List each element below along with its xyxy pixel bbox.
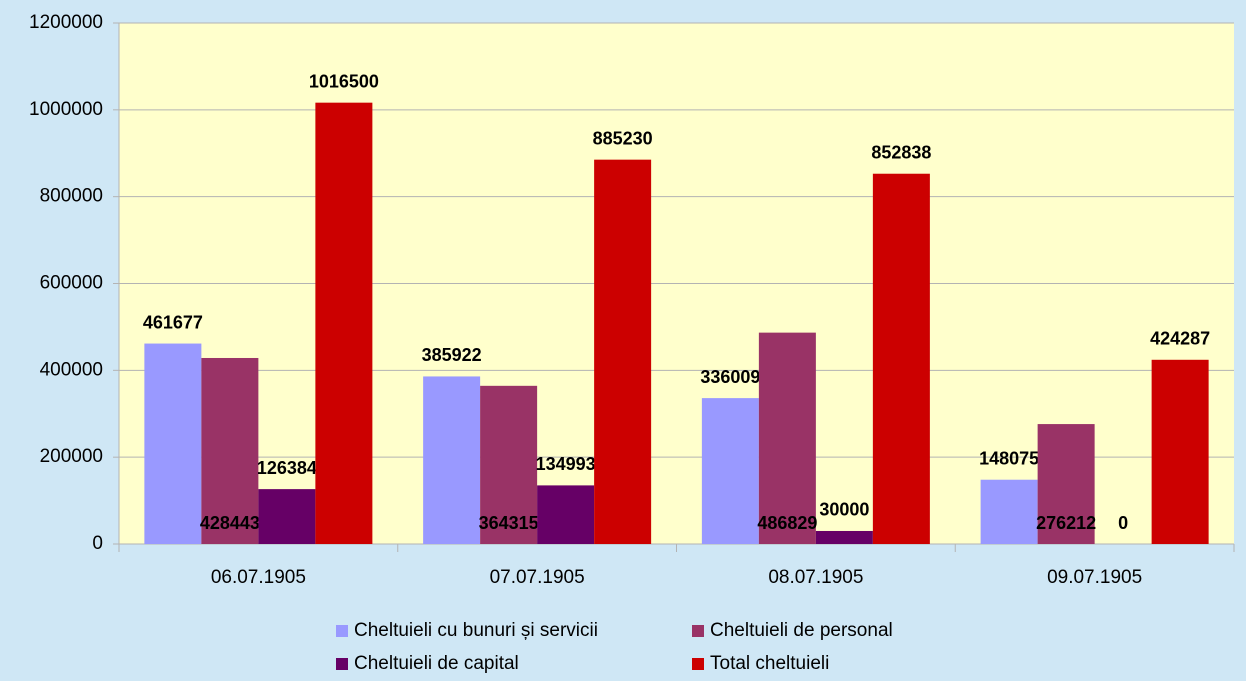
y-tick-label: 1000000 (29, 99, 103, 120)
value-label: 364315 (479, 513, 539, 533)
value-label: 424287 (1150, 329, 1210, 349)
legend-label: Cheltuieli cu bunuri și servicii (354, 620, 598, 641)
legend-label: Cheltuieli de capital (354, 653, 519, 674)
bar (258, 489, 316, 544)
y-tick-label: 200000 (40, 446, 103, 467)
bar (758, 332, 816, 544)
legend-label: Total cheltuieli (710, 653, 829, 674)
value-label: 30000 (819, 500, 869, 520)
bar (872, 173, 930, 544)
y-tick-label: 800000 (40, 186, 103, 207)
bar (537, 485, 595, 544)
bar (1151, 359, 1209, 544)
value-label: 336009 (700, 367, 760, 387)
y-tick-label: 600000 (40, 273, 103, 294)
bar (144, 343, 202, 544)
y-tick-label: 1200000 (29, 12, 103, 33)
bar (1037, 424, 1095, 544)
x-tick-label: 06.07.1905 (211, 567, 306, 588)
x-tick-label: 08.07.1905 (768, 567, 863, 588)
legend-swatch (336, 658, 348, 670)
value-label: 126384 (257, 458, 317, 478)
x-tick-label: 07.07.1905 (490, 567, 585, 588)
bar (980, 479, 1038, 544)
legend-swatch (692, 658, 704, 670)
legend-label: Cheltuieli de personal (710, 620, 893, 641)
legend-swatch (692, 625, 704, 637)
legend-swatch (336, 625, 348, 637)
value-label: 428443 (200, 513, 260, 533)
value-label: 148075 (979, 448, 1039, 468)
value-label: 852838 (871, 142, 931, 162)
value-label: 276212 (1036, 513, 1096, 533)
bar (480, 385, 538, 544)
bar (701, 398, 759, 544)
value-label: 461677 (143, 312, 203, 332)
value-label: 1016500 (309, 71, 379, 91)
value-label: 134993 (536, 454, 596, 474)
bar (315, 102, 373, 544)
bar (594, 159, 652, 544)
bar (423, 376, 481, 544)
value-label: 0 (1118, 513, 1128, 533)
y-tick-label: 0 (92, 533, 103, 554)
y-tick-label: 400000 (40, 359, 103, 380)
value-label: 486829 (757, 513, 817, 533)
value-label: 885230 (593, 128, 653, 148)
x-tick-label: 09.07.1905 (1047, 567, 1142, 588)
value-label: 385922 (422, 345, 482, 365)
bar (201, 357, 259, 544)
bar (815, 530, 873, 544)
